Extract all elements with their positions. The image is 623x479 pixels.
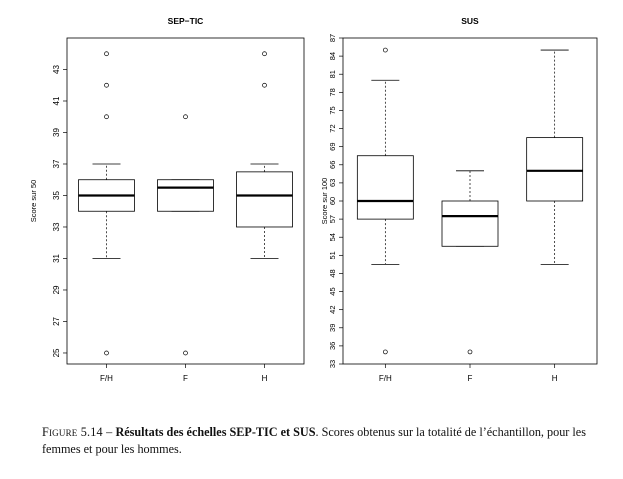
outlier-point	[262, 82, 267, 88]
iqr-box	[356, 155, 414, 220]
x-tick-label: F/H	[379, 374, 392, 383]
x-tick-label: H	[552, 374, 558, 383]
box-f	[441, 170, 499, 355]
outlier-point	[382, 349, 388, 355]
y-tick-label: 35	[52, 190, 61, 199]
box-h	[236, 51, 293, 259]
y-tick-label: 78	[328, 88, 337, 96]
y-tick-label: 54	[328, 233, 337, 241]
y-tick-label: 42	[328, 305, 337, 313]
y-tick-label: 33	[52, 222, 61, 231]
y-tick-label: 75	[328, 106, 337, 114]
iqr-box	[236, 171, 293, 228]
x-tick-label: H	[262, 374, 268, 383]
y-tick-label: 43	[52, 65, 61, 74]
iqr-box	[526, 137, 584, 202]
y-tick-label: 66	[328, 161, 337, 169]
y-tick-label: 25	[52, 348, 61, 357]
caption-figure-label: Figure 5.14 –	[42, 425, 113, 439]
figure-caption: Figure 5.14 – Résultats des échelles SEP…	[42, 424, 590, 458]
y-tick-label: 48	[328, 269, 337, 277]
x-tick-label: F	[468, 374, 473, 383]
outlier-point	[104, 114, 109, 120]
y-axis-label: Score sur 50	[29, 180, 38, 223]
y-tick-label: 41	[52, 96, 61, 105]
caption-title: Résultats des échelles SEP-TIC et SUS	[115, 425, 316, 439]
outlier-point	[467, 349, 473, 355]
y-tick-label: 33	[328, 360, 337, 368]
outlier-point	[183, 114, 188, 120]
y-tick-label: 51	[328, 251, 337, 259]
box-fh	[78, 51, 135, 356]
outlier-point	[104, 51, 109, 57]
y-tick-label: 57	[328, 215, 337, 223]
outlier-point	[183, 350, 188, 356]
y-tick-label: 45	[328, 287, 337, 295]
y-tick-label: 27	[52, 316, 61, 325]
y-tick-label: 81	[328, 70, 337, 78]
box-fh	[356, 47, 414, 355]
y-tick-label: 37	[52, 159, 61, 168]
y-tick-label: 72	[328, 124, 337, 132]
y-tick-label: 31	[52, 253, 61, 262]
y-tick-label: 84	[328, 52, 337, 60]
outlier-point	[382, 47, 388, 53]
caption-text: . Scores obtenus sur la totalité de l’éc…	[42, 425, 586, 456]
iqr-box	[157, 179, 214, 212]
outlier-point	[262, 51, 267, 57]
box-f	[157, 114, 214, 356]
y-tick-label: 29	[52, 285, 61, 294]
box-h	[526, 49, 584, 265]
y-tick-label: 39	[328, 324, 337, 332]
y-tick-label: 60	[328, 197, 337, 205]
y-tick-label: 63	[328, 179, 337, 187]
y-tick-label: 69	[328, 142, 337, 150]
y-tick-label: 39	[52, 127, 61, 136]
boxplot-sus: SUS Score sur 100 33 36 39 42 45 48 51 54 57 60 63 66…	[320, 16, 598, 383]
iqr-box	[441, 200, 499, 247]
figure: SEP−TIC Score sur 50 25 27 29 31 33 35 37 39 41 43 F…	[29, 16, 598, 383]
x-tick-label: F/H	[100, 374, 113, 383]
y-tick-label: 36	[328, 342, 337, 350]
outlier-point	[104, 350, 109, 356]
chart-title: SUS	[461, 16, 479, 26]
chart-title: SEP−TIC	[168, 16, 204, 26]
x-tick-label: F	[183, 374, 188, 383]
y-axis-label: Score sur 100	[320, 178, 329, 225]
boxplot-sep-tic: SEP−TIC Score sur 50 25 27 29 31 33 35 37 39 41 43 F…	[29, 16, 305, 383]
outlier-point	[104, 82, 109, 88]
y-tick-label: 87	[328, 34, 337, 42]
